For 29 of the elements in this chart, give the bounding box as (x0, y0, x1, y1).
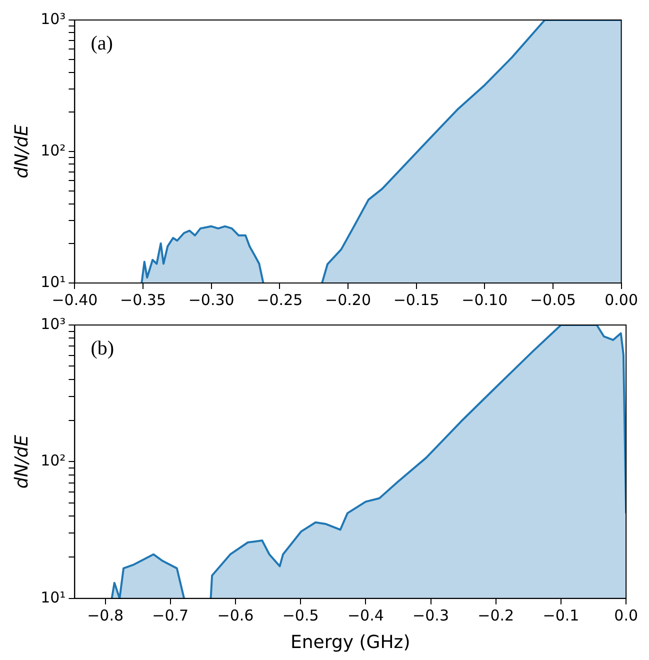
y-tick-label: 10¹ (40, 272, 66, 291)
y-axis-title: dN/dE (11, 434, 32, 489)
x-tick-label: −0.2 (478, 606, 514, 624)
x-tick-label: −0.25 (256, 290, 303, 309)
x-tick-label: −0.8 (87, 606, 124, 624)
x-tick-label: −0.20 (325, 290, 371, 309)
y-axis-title: dN/dE (11, 124, 32, 178)
x-tick-label: −0.15 (393, 290, 440, 309)
y-tick-label: 10¹ (40, 588, 66, 606)
annotation: (b) (90, 337, 114, 360)
x-tick-label: −0.7 (152, 606, 189, 624)
y-tick-label: 10³ (40, 314, 66, 333)
x-tick-label: −0.40 (52, 290, 98, 309)
x-tick-label: −0.35 (120, 290, 166, 309)
x-tick-label: −0.5 (282, 606, 319, 624)
y-tick-label: 10² (40, 141, 66, 160)
x-tick-label: −0.3 (412, 606, 449, 624)
annotation: (a) (90, 32, 113, 54)
x-tick-label: −0.10 (462, 290, 508, 309)
x-axis-title: Energy (GHz) (290, 632, 410, 653)
x-tick-label: −0.4 (347, 606, 384, 624)
x-tick-label: −0.30 (188, 290, 234, 309)
y-tick-label: 10² (40, 452, 66, 470)
x-tick-label: −0.1 (542, 606, 580, 624)
x-tick-label: −0.05 (530, 290, 576, 309)
x-tick-label: 0.00 (604, 290, 638, 309)
y-tick-label: 10³ (40, 10, 66, 28)
x-tick-label: 0.0 (614, 606, 638, 624)
x-tick-label: −0.6 (217, 606, 254, 624)
